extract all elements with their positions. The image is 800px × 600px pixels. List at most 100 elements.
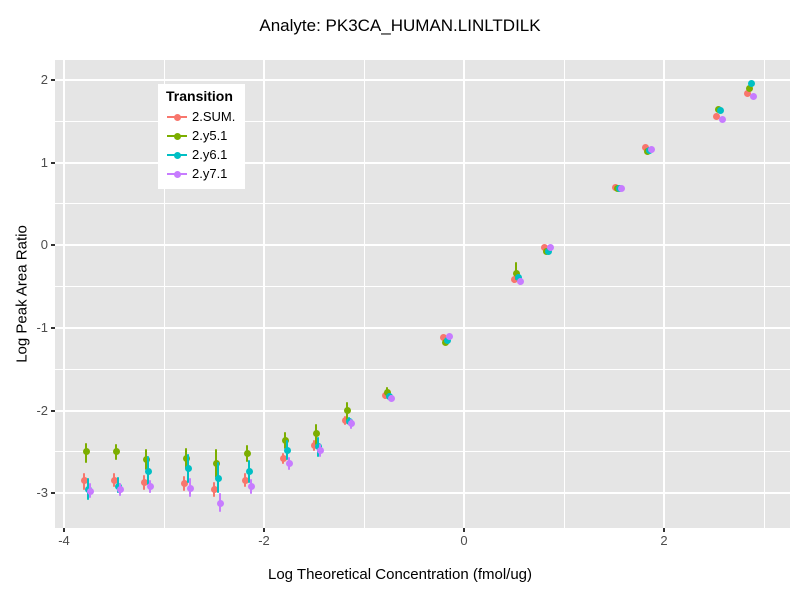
data-point (514, 273, 522, 281)
data-point (184, 464, 192, 472)
y-axis-tick-label: 1 (40, 154, 48, 170)
legend-item-label: 2.y6.1 (192, 147, 228, 162)
y-axis-tick (51, 78, 55, 81)
minor-gridline-vertical (163, 60, 165, 528)
data-point (546, 244, 554, 252)
data-point (540, 244, 548, 252)
data-point (241, 476, 249, 484)
legend-key-dot (174, 132, 181, 140)
data-point (142, 455, 150, 463)
data-point (712, 112, 720, 120)
chart-title: Analyte: PK3CA_HUMAN.LINLTDILK (259, 16, 541, 35)
data-point (544, 247, 552, 255)
data-point (140, 479, 148, 487)
data-point (312, 430, 320, 438)
minor-gridline-vertical (563, 60, 565, 528)
data-point (747, 80, 755, 88)
data-point (743, 90, 751, 98)
data-point (116, 485, 124, 493)
major-gridline-horizontal (55, 409, 790, 412)
data-point (749, 92, 757, 100)
minor-gridline-vertical (763, 60, 765, 528)
x-axis-tick (663, 528, 665, 532)
minor-gridline-horizontal (55, 286, 790, 288)
legend-key-icon (166, 110, 188, 124)
data-point (647, 145, 655, 153)
minor-gridline-vertical (363, 60, 365, 528)
legend-item: 2.SUM. (166, 107, 235, 126)
legend-title: Transition (166, 88, 233, 104)
data-point (617, 184, 625, 192)
data-point (146, 483, 154, 491)
legend-item: 2.y7.1 (166, 164, 235, 183)
major-gridline-vertical (263, 60, 265, 528)
legend-item: 2.y5.1 (166, 126, 235, 145)
x-axis-tick-label: 0 (460, 533, 468, 548)
minor-gridline-horizontal (55, 451, 790, 453)
legend-items: 2.SUM. 2.y5.1 2.y6.1 2.y7.1 (166, 107, 235, 183)
legend-item-label: 2.SUM. (192, 109, 236, 124)
minor-gridline-horizontal (55, 120, 790, 122)
major-gridline-vertical (463, 60, 465, 528)
legend: Transition 2.SUM. 2.y5.1 2.y6.1 2.y7.1 (158, 84, 246, 189)
data-point (341, 417, 349, 424)
data-point (110, 476, 118, 484)
data-point (387, 394, 395, 402)
x-axis-tick-label: -4 (58, 533, 70, 548)
data-point (347, 420, 355, 428)
data-point (80, 477, 88, 485)
data-point (82, 448, 90, 456)
y-axis-title: Log Peak Area Ratio (13, 225, 31, 363)
x-axis-title: Log Theoretical Concentration (fmol/ug) (267, 566, 533, 583)
major-gridline-horizontal (55, 78, 790, 81)
minor-gridline-horizontal (55, 368, 790, 370)
data-point (247, 483, 255, 491)
legend-key-dot (174, 113, 181, 121)
major-gridline-vertical (663, 60, 665, 528)
x-axis-tick-label: -2 (258, 533, 270, 548)
y-axis-tick (51, 161, 55, 164)
legend-item-label: 2.y5.1 (192, 128, 228, 143)
legend-key-dot (174, 151, 181, 159)
data-point (443, 336, 451, 344)
data-point (180, 479, 188, 487)
data-point (745, 84, 753, 92)
data-point (716, 106, 724, 114)
data-point (285, 460, 293, 467)
data-point (186, 484, 194, 492)
data-point (641, 144, 649, 152)
data-point (516, 278, 524, 286)
data-point (281, 436, 289, 444)
data-point (283, 446, 291, 454)
data-point (216, 499, 224, 507)
y-axis-tick-label: -2 (36, 402, 48, 418)
y-axis-tick (51, 492, 55, 495)
data-point (210, 485, 218, 493)
legend-key-icon (166, 167, 188, 181)
data-point (279, 455, 287, 463)
y-axis-tick-label: 2 (40, 71, 48, 87)
data-point (343, 407, 351, 415)
major-gridline-vertical (63, 60, 65, 528)
data-point (144, 468, 152, 476)
data-point (381, 392, 389, 400)
data-point (512, 269, 520, 277)
data-point (445, 333, 453, 341)
legend-item-label: 2.y7.1 (192, 166, 228, 181)
minor-gridline-horizontal (55, 203, 790, 205)
y-axis-tick (51, 326, 55, 329)
legend-item: 2.y6.1 (166, 145, 235, 164)
data-point (182, 455, 190, 463)
x-axis-tick (263, 528, 265, 532)
legend-key-icon (166, 129, 188, 143)
data-point (310, 441, 318, 449)
y-axis-tick-label: -3 (36, 485, 48, 501)
major-gridline-horizontal (55, 244, 790, 247)
data-point (245, 468, 253, 476)
y-axis-tick (51, 244, 55, 247)
data-point (214, 474, 222, 482)
y-axis-tick-label: -1 (36, 319, 48, 335)
x-axis-tick (63, 528, 65, 532)
data-point (316, 446, 324, 454)
